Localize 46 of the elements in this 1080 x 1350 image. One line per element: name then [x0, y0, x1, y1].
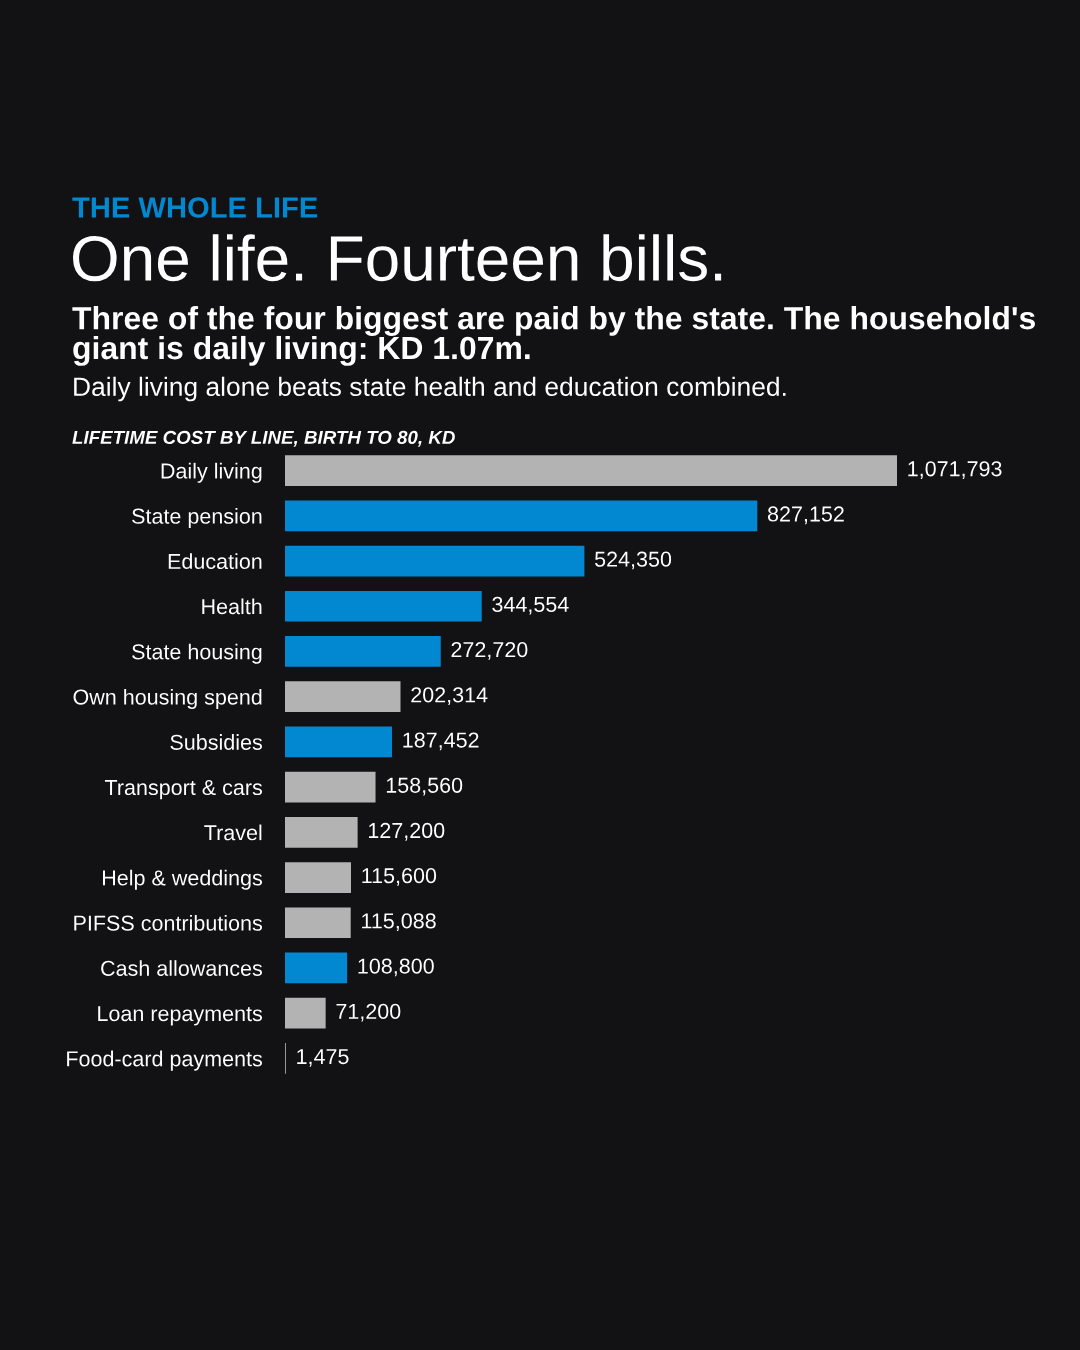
bar	[285, 952, 348, 984]
data-label: 827,152	[767, 506, 844, 525]
data-label: 344,554	[492, 596, 569, 615]
bar	[285, 590, 482, 622]
y-tick-label: Food-card payments	[67, 1050, 263, 1071]
y-tick-label: Education	[168, 553, 262, 570]
y-tick-label: Own housing spend	[73, 688, 262, 709]
y-tick-label: State pension	[132, 508, 262, 529]
data-label: 115,600	[362, 868, 437, 886]
bar	[285, 500, 758, 532]
data-label: 1,071,793	[908, 461, 1002, 479]
text: Daily living alone beats state health and education combined.	[74, 376, 786, 402]
data-label: 1,475	[297, 1049, 349, 1067]
bar	[285, 681, 401, 713]
bar	[285, 726, 393, 758]
data-label: 187,452	[403, 732, 479, 751]
data-label: 115,088	[362, 913, 436, 932]
data-label: 524,350	[594, 551, 672, 570]
bar	[285, 862, 352, 893]
y-tick-label: Health	[202, 598, 262, 615]
y-tick-label: Help & weddings	[103, 869, 263, 890]
y-tick-label: Travel	[204, 824, 262, 841]
data-label: 71,200	[336, 1003, 401, 1022]
data-label: 158,560	[386, 777, 463, 796]
bar	[285, 997, 326, 1029]
y-tick-label: State housing	[132, 643, 262, 664]
y-tick-label: Cash allowances	[101, 960, 263, 976]
data-label: 202,314	[411, 687, 488, 705]
y-tick-label: PIFSS contributions	[74, 914, 263, 931]
chart-title: One life. Fourteen bills.	[73, 234, 722, 282]
data-label: 272,720	[451, 642, 528, 660]
y-tick-label: Subsidies	[170, 734, 262, 750]
bar	[285, 455, 897, 486]
data-label: 108,800	[358, 958, 434, 977]
data-label: 127,200	[369, 822, 445, 841]
text: THE WHOLE LIFE	[72, 197, 318, 218]
chart-subtitle: Three of the four biggest are paid by the state. The household's giant is daily living: KD 1.07m.	[72, 306, 1035, 366]
bar	[285, 636, 441, 667]
y-tick-label: Daily living	[161, 462, 262, 483]
y-tick-label: Transport & cars	[104, 780, 263, 800]
bar	[285, 907, 351, 939]
bar	[285, 545, 585, 577]
y-tick-label: Loan repayments	[98, 1006, 263, 1026]
text: LIFETIME COST BY LINE, BIRTH TO 80, KD	[72, 430, 455, 447]
bar	[285, 771, 376, 803]
bar	[285, 816, 358, 848]
